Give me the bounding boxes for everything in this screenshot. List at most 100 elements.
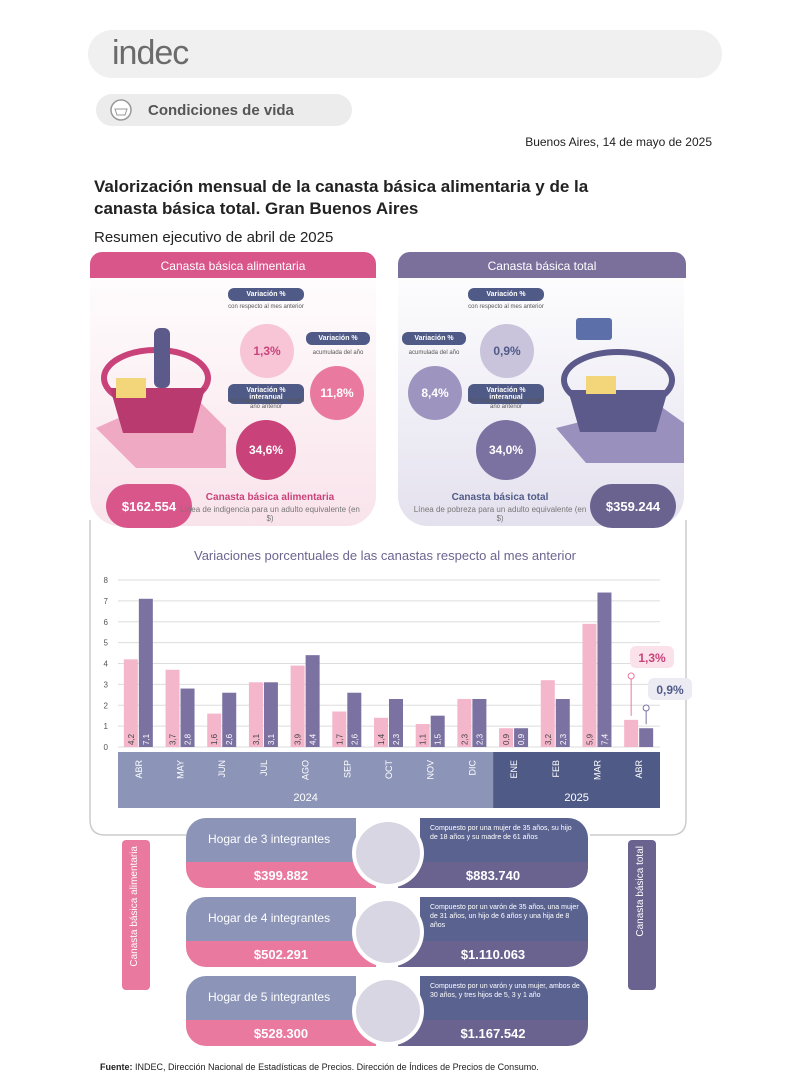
household-cbt: $883.740 <box>398 862 588 888</box>
bar <box>499 728 514 747</box>
bar <box>138 598 153 747</box>
value-label: 7,1 <box>142 733 151 745</box>
y-tick-label: 4 <box>104 660 109 669</box>
callout-box <box>630 646 674 668</box>
bar <box>430 715 445 747</box>
value-label: 4,4 <box>309 733 318 745</box>
footer-text: INDEC, Dirección Nacional de Estadística… <box>135 1062 539 1072</box>
cba-basket <box>96 328 226 468</box>
household-description: Compuesto por una mujer de 35 años, su h… <box>420 818 588 862</box>
side-left-label: Canasta básica alimentaria <box>129 846 140 967</box>
bar <box>332 711 347 747</box>
cbt-heading: Canasta básica total <box>398 252 686 278</box>
bar <box>457 698 472 747</box>
cba-ytd-note: acumulada del año <box>312 350 364 356</box>
cba-heading: Canasta básica alimentaria <box>90 252 376 278</box>
cba-yoy-label: Variación % interanual <box>228 384 304 404</box>
bar <box>415 724 430 747</box>
household-name: Hogar de 5 integrantes <box>186 976 356 1020</box>
callout-label: 0,9% <box>656 683 684 697</box>
y-tick-label: 2 <box>104 701 109 710</box>
cbt-ytd-value: 8,4% <box>408 366 462 420</box>
chart-title: Variaciones porcentuales de las canastas… <box>194 548 577 563</box>
y-tick-label: 1 <box>104 722 109 731</box>
bar <box>347 692 362 747</box>
x-tick-label: OCT <box>384 760 394 780</box>
footer: Fuente: INDEC, Dirección Nacional de Est… <box>100 1062 539 1072</box>
side-right: Canasta básica total <box>628 840 656 990</box>
value-label: 2,6 <box>350 733 359 745</box>
bar <box>248 682 263 747</box>
household-description: Compuesto por un varón de 35 años, una m… <box>420 897 588 941</box>
subtitle: Resumen ejecutivo de abril de 2025 <box>94 229 334 246</box>
x-tick-label: MAY <box>176 760 186 779</box>
household-cbt: $1.110.063 <box>398 941 588 967</box>
cba-yoy-note: con respecto a igual mes del año anterio… <box>227 398 305 410</box>
value-label: 7,4 <box>600 733 609 745</box>
x-tick-label: NOV <box>426 760 436 780</box>
cbt-monthly-note: con respecto al mes anterior <box>468 304 544 310</box>
value-label: 0,9 <box>502 733 511 745</box>
y-tick-label: 5 <box>104 639 109 648</box>
cbt-yoy-label: Variación % interanual <box>468 384 544 404</box>
cba-amount-title: Canasta básica alimentaria <box>205 492 335 503</box>
bar <box>555 698 570 747</box>
cba-yoy-value: 34,6% <box>236 420 296 480</box>
x-tick-label: ABR <box>134 760 144 779</box>
household: Hogar de 3 integrantes Compuesto por una … <box>186 818 588 888</box>
cbt-yoy-value: 34,0% <box>476 420 536 480</box>
value-label: 3,7 <box>169 733 178 745</box>
bar <box>207 713 222 747</box>
value-label: 3,2 <box>544 733 553 745</box>
household: Hogar de 4 integrantes Compuesto por un v… <box>186 897 588 967</box>
footer-label: Fuente: <box>100 1062 133 1072</box>
cbt-basket <box>556 318 684 463</box>
value-label: 1,4 <box>377 733 386 745</box>
bar <box>540 680 555 747</box>
x-tick-label: AGO <box>301 760 311 780</box>
household-cba: $528.300 <box>186 1020 376 1046</box>
value-label: 2,3 <box>460 733 469 745</box>
bar <box>305 655 320 747</box>
x-tick-label: DIC <box>467 760 477 776</box>
household-name: Hogar de 3 integrantes <box>186 818 356 862</box>
cba-amount: $162.554 <box>106 484 192 528</box>
household-name: Hogar de 4 integrantes <box>186 897 356 941</box>
y-tick-label: 0 <box>104 743 109 752</box>
x-tick-label: ABR <box>634 760 644 779</box>
x-tick-label: JUL <box>259 760 269 776</box>
basket-icon <box>110 99 132 121</box>
bar <box>639 728 654 747</box>
value-label: 1,1 <box>419 733 428 745</box>
x-tick-label: ENE <box>509 760 519 779</box>
callout-dot <box>642 704 650 712</box>
cba-monthly-label: Variación % <box>228 288 304 301</box>
cbt-amount-title: Canasta básica total <box>451 492 549 503</box>
household-cba: $399.882 <box>186 862 376 888</box>
cbt-monthly-label: Variación % <box>468 288 544 301</box>
household-description: Compuesto por un varón y una mujer, ambo… <box>420 976 588 1020</box>
cbt-amount-note: Línea de pobreza para un adulto equivale… <box>413 505 587 523</box>
y-tick-label: 8 <box>104 576 109 585</box>
value-label: 1,6 <box>210 733 219 745</box>
year-label: 2025 <box>564 792 588 804</box>
year-label: 2024 <box>293 792 317 804</box>
value-label: 3,9 <box>294 733 303 745</box>
cbt-monthly-value: 0,9% <box>480 324 534 378</box>
household-cbt: $1.167.542 <box>398 1020 588 1046</box>
bar <box>624 719 639 747</box>
value-label: 2,6 <box>225 733 234 745</box>
value-label: 3,1 <box>252 733 261 745</box>
value-label: 1,7 <box>335 733 344 745</box>
bar <box>263 682 278 747</box>
cbt-ytd-label: Variación % <box>402 332 466 345</box>
x-tick-label: JUN <box>217 760 227 778</box>
side-left: Canasta básica alimentaria <box>122 840 150 990</box>
y-tick-label: 7 <box>104 597 109 606</box>
household-cba: $502.291 <box>186 941 376 967</box>
bar <box>472 698 487 747</box>
